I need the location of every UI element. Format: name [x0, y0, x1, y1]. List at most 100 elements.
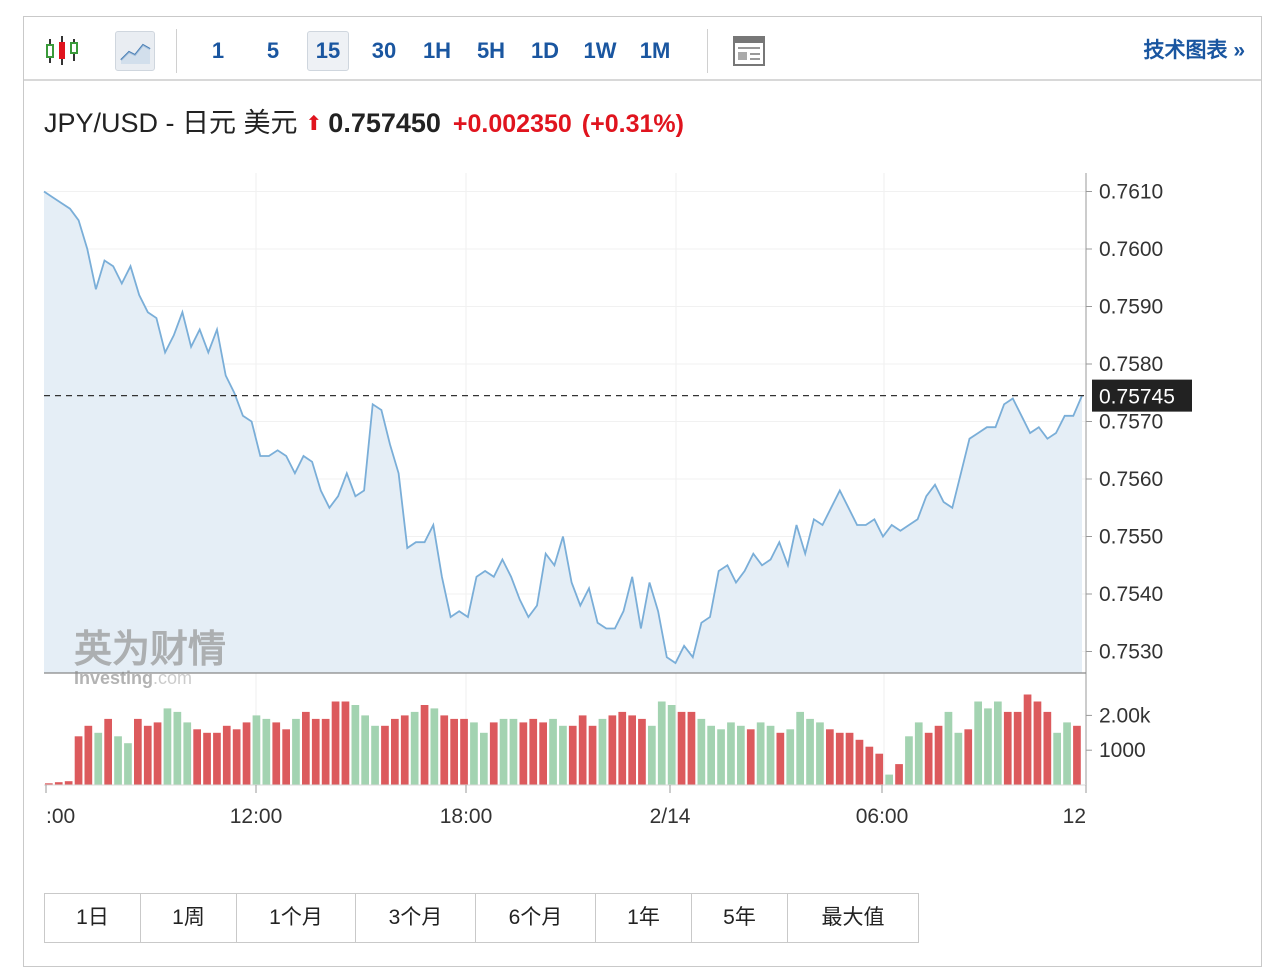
volume-bar [252, 715, 261, 785]
price-change: +0.002350 [452, 110, 572, 138]
price-tick-label: 0.7530 [1099, 641, 1163, 664]
volume-bar [1073, 725, 1081, 785]
volume-bar [331, 701, 340, 785]
up-arrow-icon: ⬆ [305, 113, 323, 135]
volume-bar [94, 732, 103, 785]
volume-bar [410, 711, 419, 785]
volume-bar [687, 711, 696, 785]
volume-bar [430, 708, 439, 785]
volume-bar [914, 722, 923, 785]
period-1w[interactable]: 1周 [141, 894, 237, 942]
price-tick-label: 0.7590 [1099, 296, 1163, 319]
volume-bar [568, 725, 577, 785]
volume-bar [559, 725, 567, 785]
toolbar-divider [176, 29, 177, 73]
volume-bar [351, 705, 360, 785]
volume-bar [588, 725, 597, 785]
time-tick-label: 12:00 [230, 805, 283, 828]
volume-bar [400, 715, 409, 785]
period-1y[interactable]: 1年 [596, 894, 692, 942]
price-change-percent: (+0.31%) [581, 110, 684, 138]
period-6mo[interactable]: 6个月 [476, 894, 596, 942]
line-chart-icon[interactable] [115, 31, 155, 71]
volume-bar [84, 725, 93, 785]
candlestick-chart-icon[interactable] [42, 31, 82, 71]
volume-bar [74, 736, 83, 785]
interval-1mo[interactable]: 1M [639, 38, 671, 63]
interval-1d[interactable]: 1D [530, 38, 560, 63]
volume-bar [539, 722, 547, 785]
last-price: 0.757450 [328, 108, 441, 138]
volume-bar [618, 711, 627, 785]
technical-chart-link[interactable]: 技术图表 » [1143, 39, 1245, 62]
chart-toolbar: 1 5 15 30 1H 5H 1D 1W 1M 技术图表 » [24, 17, 1261, 81]
chart-widget: 1 5 15 30 1H 5H 1D 1W 1M 技术图表 » JPY/USD … [23, 16, 1262, 967]
last-price-tag-bg [1092, 379, 1192, 412]
volume-bar [667, 705, 676, 785]
period-1d[interactable]: 1日 [45, 894, 141, 942]
volume-bar [203, 732, 211, 785]
volume-bar [944, 711, 953, 785]
interval-15m[interactable]: 15 [307, 31, 349, 71]
interval-1w[interactable]: 1W [583, 38, 617, 63]
time-tick-label: 2/14 [650, 805, 691, 828]
volume-bar [697, 718, 706, 785]
volume-bar [440, 715, 449, 785]
price-tick-label: 0.7610 [1099, 181, 1163, 204]
watermark-chinese: 英为财情 [74, 627, 226, 671]
volume-bar [717, 729, 725, 785]
interval-30m[interactable]: 30 [371, 38, 397, 63]
interval-5m[interactable]: 5 [266, 38, 280, 63]
volume-bar [242, 722, 251, 785]
price-chart[interactable]: 英为财情 Investing.com 0.76100.76000.75900.7… [24, 17, 1261, 867]
interval-1m[interactable]: 1 [211, 38, 225, 63]
volume-bar [677, 711, 686, 785]
volume-bar [480, 732, 488, 785]
volume-bar [806, 718, 814, 785]
volume-bar [855, 739, 864, 785]
volume-bar [746, 729, 755, 785]
volume-bar [450, 718, 458, 785]
volume-bar [974, 701, 982, 785]
price-tick-label: 0.7580 [1099, 353, 1163, 376]
volume-bar [796, 711, 804, 785]
volume-bar [905, 736, 913, 785]
volume-bar [470, 722, 478, 785]
volume-bar [282, 729, 290, 785]
volume-bar [371, 725, 379, 785]
volume-bar [638, 718, 646, 785]
time-tick-label: 12 [1063, 805, 1086, 828]
volume-bar [124, 743, 132, 785]
volume-bar [578, 715, 587, 785]
price-line [43, 190, 1083, 665]
quote-header: JPY/USD - 日元 美元 ⬆ 0.757450 +0.002350 (+0.31%… [44, 105, 684, 141]
volume-bar [826, 729, 834, 785]
volume-bar [45, 783, 53, 785]
volume-bar [608, 715, 617, 785]
volume-bar [361, 715, 369, 785]
volume-bar [222, 725, 231, 785]
volume-bar [628, 715, 636, 785]
volume-bar [816, 722, 824, 785]
volume-bar [64, 781, 73, 785]
volume-bar [321, 718, 330, 785]
interval-5h[interactable]: 5H [476, 38, 506, 63]
period-max[interactable]: 最大值 [821, 906, 885, 929]
period-3mo[interactable]: 3个月 [356, 894, 476, 942]
volume-bar [420, 705, 429, 785]
volume-bar [648, 725, 656, 785]
price-tick-label: 0.7600 [1099, 238, 1163, 261]
volume-bar [727, 722, 735, 785]
period-selector: 1日 1周 1个月 3个月 6个月 1年 5年 最大值 [44, 893, 919, 943]
volume-bar [499, 718, 508, 785]
time-tick-label: 06:00 [856, 805, 909, 828]
volume-bar [845, 732, 854, 785]
period-1mo[interactable]: 1个月 [237, 894, 356, 942]
volume-bar [984, 708, 992, 785]
table-view-icon[interactable] [732, 35, 766, 67]
period-5y[interactable]: 5年 [692, 894, 788, 942]
volume-bar [391, 718, 399, 785]
volume-bar [460, 718, 468, 785]
interval-1h[interactable]: 1H [422, 38, 452, 63]
price-area [44, 191, 1082, 673]
